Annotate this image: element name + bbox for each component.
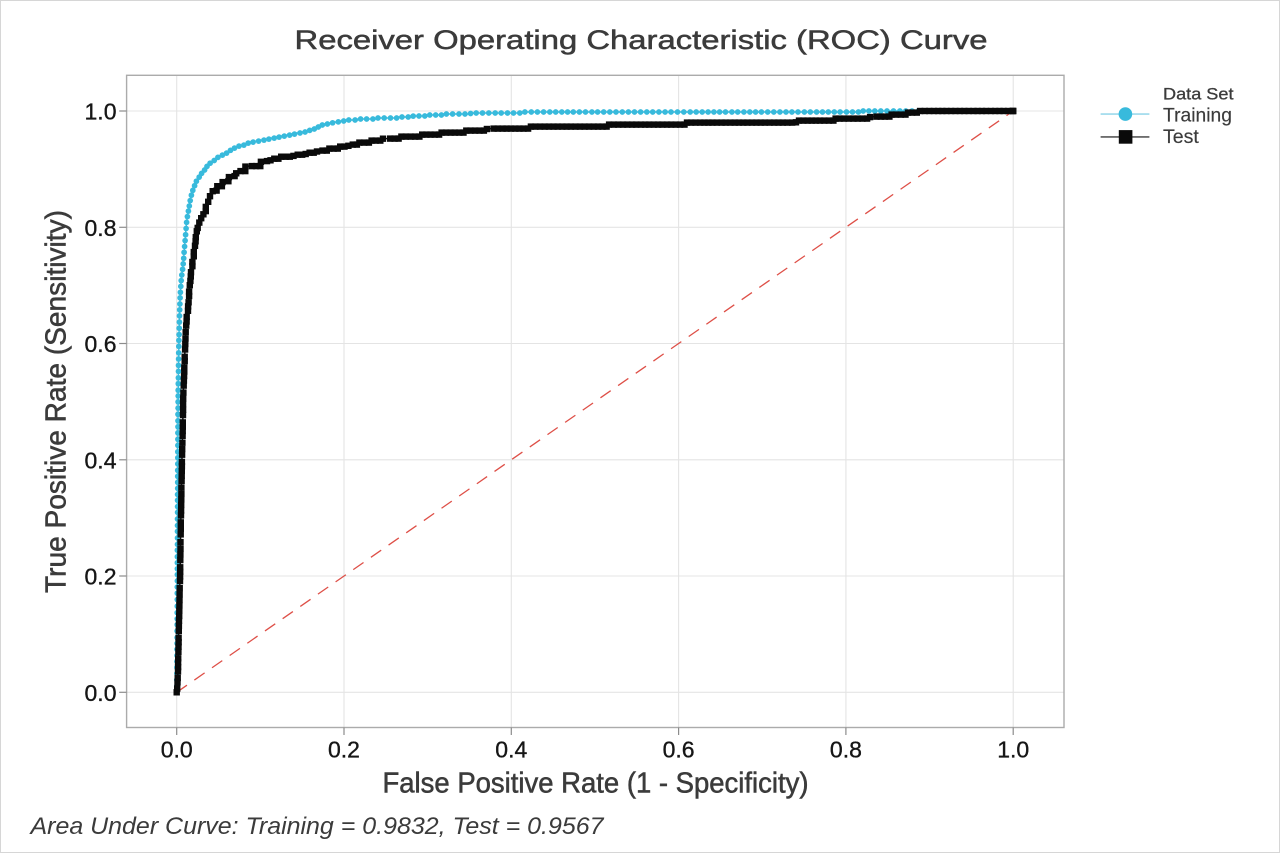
svg-text:Training: Training xyxy=(1163,105,1232,127)
svg-text:Data Set: Data Set xyxy=(1163,86,1234,104)
svg-text:0.8: 0.8 xyxy=(830,736,862,762)
svg-text:0.4: 0.4 xyxy=(495,736,527,762)
svg-text:0.0: 0.0 xyxy=(85,680,117,706)
svg-text:0.2: 0.2 xyxy=(85,564,117,590)
svg-text:1.0: 1.0 xyxy=(997,736,1029,762)
svg-text:0.6: 0.6 xyxy=(85,331,117,357)
svg-text:Receiver Operating Characteris: Receiver Operating Characteristic (ROC) … xyxy=(295,25,988,55)
svg-text:Area Under Curve: Training = 0: Area Under Curve: Training = 0.9832, Tes… xyxy=(28,813,605,840)
svg-text:True Positive Rate (Sensitivit: True Positive Rate (Sensitivity) xyxy=(41,210,73,593)
svg-text:Test: Test xyxy=(1163,126,1199,148)
svg-text:0.4: 0.4 xyxy=(85,447,117,473)
svg-text:False Positive Rate (1 - Speci: False Positive Rate (1 - Specificity) xyxy=(383,767,809,799)
svg-text:0.8: 0.8 xyxy=(85,215,117,241)
svg-text:0.6: 0.6 xyxy=(663,736,695,762)
svg-text:1.0: 1.0 xyxy=(85,99,117,125)
svg-text:0.0: 0.0 xyxy=(161,736,193,762)
svg-text:0.2: 0.2 xyxy=(328,736,360,762)
